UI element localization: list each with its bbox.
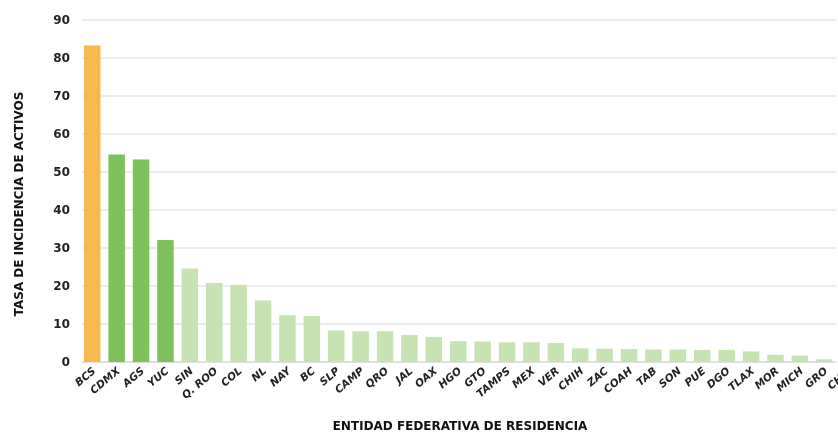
x-tick-label: CHIH: [556, 365, 586, 393]
bar-ags: [132, 159, 150, 362]
x-tick-label: OAX: [413, 365, 441, 391]
bar-gro: [816, 359, 833, 362]
y-axis-label: TASA DE INCIDENCIA DE ACTIVOS: [12, 92, 26, 317]
x-tick-label: SON: [657, 365, 684, 391]
bar-tab: [645, 349, 662, 362]
x-tick-label: NL: [249, 365, 269, 384]
x-tick-label: QRO: [363, 365, 391, 391]
bars: [84, 45, 833, 363]
bar-chih: [572, 348, 589, 362]
x-tick-label: HGO: [436, 365, 464, 391]
x-tick-label: BC: [298, 365, 318, 384]
bar-mich: [791, 355, 809, 362]
y-tick-label: 60: [53, 127, 70, 141]
x-tick-label: AGS: [120, 365, 147, 390]
x-tick-label: TLAX: [726, 365, 757, 394]
y-tick-label: 80: [53, 51, 70, 65]
bar-coah: [620, 349, 638, 362]
x-tick-label: YUC: [145, 365, 171, 390]
bar-mor: [767, 354, 784, 362]
bar-oax: [425, 336, 443, 362]
bar-col: [230, 284, 247, 362]
bar-sin: [181, 268, 199, 362]
bar-qro: [376, 331, 394, 362]
x-tick-label: TAB: [634, 365, 659, 389]
bar-son: [669, 349, 687, 362]
bar-nl: [254, 300, 272, 362]
bar-dgo: [718, 349, 735, 362]
x-tick-label: NAY: [268, 364, 295, 389]
bar-bcs: [84, 45, 101, 363]
y-axis-ticks: 0 10 20 30 40 50 60 70 80 90: [53, 13, 70, 369]
bar-jal: [401, 335, 418, 362]
x-tick-label: MEX: [510, 365, 538, 391]
bar-nay: [279, 315, 296, 362]
y-tick-label: 10: [53, 317, 70, 331]
y-tick-label: 40: [53, 203, 70, 217]
bar-yuc: [157, 240, 174, 362]
bar-pue: [694, 349, 711, 362]
x-tick-label: JAL: [392, 365, 416, 388]
y-tick-label: 30: [53, 241, 70, 255]
bar-tamps: [498, 342, 516, 362]
x-tick-label: COL: [219, 365, 245, 389]
x-tick-label: MICH: [774, 365, 806, 394]
bar-camp: [352, 331, 369, 362]
bar-bc: [303, 316, 321, 362]
bar-mex: [523, 342, 540, 362]
x-axis-label: ENTIDAD FEDERATIVA DE RESIDENCIA: [333, 419, 588, 433]
y-tick-label: 70: [53, 89, 70, 103]
bar-zac: [596, 348, 613, 362]
x-tick-label: GRO: [803, 365, 830, 391]
bar-cdmx: [108, 154, 125, 362]
bar-gto: [474, 341, 491, 362]
x-tick-label: PUE: [683, 365, 709, 390]
bar-ver: [547, 343, 565, 362]
bar-tlax: [742, 351, 760, 362]
bar-hgo: [450, 341, 467, 362]
y-tick-label: 90: [53, 13, 70, 27]
y-tick-label: 0: [62, 355, 70, 369]
y-tick-label: 50: [53, 165, 70, 179]
bar-q-roo: [206, 282, 223, 362]
bar-slp: [328, 330, 345, 362]
x-tick-label: CHIS: [825, 365, 838, 392]
y-tick-label: 20: [53, 279, 70, 293]
